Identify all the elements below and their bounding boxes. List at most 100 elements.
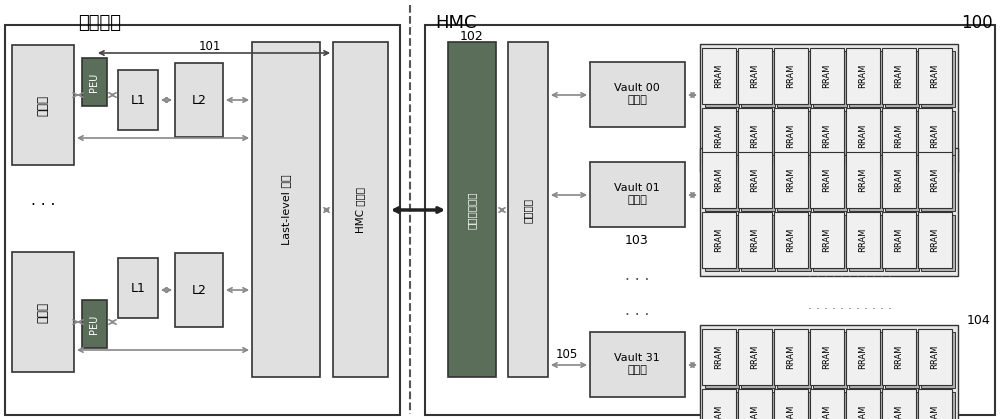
Bar — [777, 111, 811, 167]
Text: RRAM: RRAM — [786, 124, 796, 148]
Text: RRAM: RRAM — [714, 405, 724, 419]
Text: PEU: PEU — [89, 72, 99, 92]
Text: RRAM: RRAM — [714, 228, 724, 252]
Text: . . .: . . . — [625, 303, 649, 318]
Bar — [885, 332, 919, 388]
Text: RRAM: RRAM — [750, 64, 760, 88]
Bar — [849, 111, 883, 167]
Bar — [590, 162, 685, 227]
Bar — [700, 148, 958, 276]
Text: Last-level 缓存: Last-level 缓存 — [281, 175, 291, 245]
Bar — [849, 392, 883, 419]
Bar — [175, 253, 223, 327]
Text: RRAM: RRAM — [750, 345, 760, 369]
Bar — [777, 392, 811, 419]
Bar — [846, 108, 880, 164]
Text: RRAM: RRAM — [822, 124, 832, 148]
Bar — [741, 392, 775, 419]
Bar — [882, 48, 916, 104]
Bar — [590, 62, 685, 127]
Bar — [777, 332, 811, 388]
Text: RRAM: RRAM — [858, 64, 868, 88]
Bar — [849, 51, 883, 107]
Bar — [702, 212, 736, 268]
Text: RRAM: RRAM — [858, 228, 868, 252]
Bar — [425, 25, 995, 415]
Text: RRAM: RRAM — [930, 168, 940, 192]
Text: 102: 102 — [460, 29, 484, 42]
Bar — [774, 48, 808, 104]
Bar — [738, 212, 772, 268]
Text: 101: 101 — [199, 39, 221, 52]
Bar — [738, 48, 772, 104]
Text: 乱序核: 乱序核 — [36, 95, 50, 116]
Text: RRAM: RRAM — [714, 168, 724, 192]
Bar — [921, 392, 955, 419]
Bar — [702, 108, 736, 164]
Bar — [738, 108, 772, 164]
Text: RRAM: RRAM — [750, 405, 760, 419]
Bar — [12, 252, 74, 372]
Bar — [702, 389, 736, 419]
Text: . . .: . . . — [625, 267, 649, 282]
Text: . . . . . . . . . . .: . . . . . . . . . . . — [808, 266, 892, 279]
Text: 100: 100 — [961, 14, 993, 32]
Text: RRAM: RRAM — [750, 168, 760, 192]
Bar — [175, 63, 223, 137]
Bar — [508, 42, 548, 377]
Text: . . . . . . . . . . .: . . . . . . . . . . . — [808, 298, 892, 311]
Bar — [918, 389, 952, 419]
Text: RRAM: RRAM — [895, 228, 904, 252]
Bar — [918, 212, 952, 268]
Bar — [5, 25, 400, 415]
Text: RRAM: RRAM — [858, 405, 868, 419]
Bar — [813, 215, 847, 271]
Bar — [741, 332, 775, 388]
Bar — [885, 215, 919, 271]
Bar — [810, 329, 844, 385]
Text: RRAM: RRAM — [822, 345, 832, 369]
Bar — [738, 329, 772, 385]
Bar — [918, 329, 952, 385]
Text: L1: L1 — [131, 93, 145, 106]
Text: RRAM: RRAM — [786, 345, 796, 369]
Bar — [738, 389, 772, 419]
Bar — [810, 212, 844, 268]
Text: RRAM: RRAM — [930, 228, 940, 252]
Bar — [810, 152, 844, 208]
Bar — [885, 111, 919, 167]
Text: RRAM: RRAM — [895, 405, 904, 419]
Bar — [849, 155, 883, 211]
Bar — [921, 332, 955, 388]
Text: 104: 104 — [966, 313, 990, 326]
Text: L2: L2 — [192, 93, 206, 106]
Bar — [882, 212, 916, 268]
Text: RRAM: RRAM — [822, 168, 832, 192]
Bar — [846, 329, 880, 385]
Text: 103: 103 — [625, 233, 649, 246]
Text: 乱序核: 乱序核 — [36, 302, 50, 323]
Text: RRAM: RRAM — [822, 228, 832, 252]
Bar — [774, 329, 808, 385]
Bar — [82, 58, 107, 106]
Bar — [702, 48, 736, 104]
Bar — [705, 332, 739, 388]
Bar — [846, 212, 880, 268]
Text: RRAM: RRAM — [895, 168, 904, 192]
Text: RRAM: RRAM — [786, 168, 796, 192]
Bar — [918, 108, 952, 164]
Text: RRAM: RRAM — [750, 124, 760, 148]
Text: RRAM: RRAM — [930, 345, 940, 369]
Text: RRAM: RRAM — [786, 228, 796, 252]
Bar — [810, 48, 844, 104]
Bar — [118, 70, 158, 130]
Text: RRAM: RRAM — [858, 168, 868, 192]
Text: RRAM: RRAM — [930, 405, 940, 419]
Text: 总线网络: 总线网络 — [523, 197, 533, 222]
Text: RRAM: RRAM — [822, 64, 832, 88]
Text: RRAM: RRAM — [714, 124, 724, 148]
Bar — [774, 389, 808, 419]
Bar — [333, 42, 388, 377]
Bar — [252, 42, 320, 377]
Text: RRAM: RRAM — [895, 64, 904, 88]
